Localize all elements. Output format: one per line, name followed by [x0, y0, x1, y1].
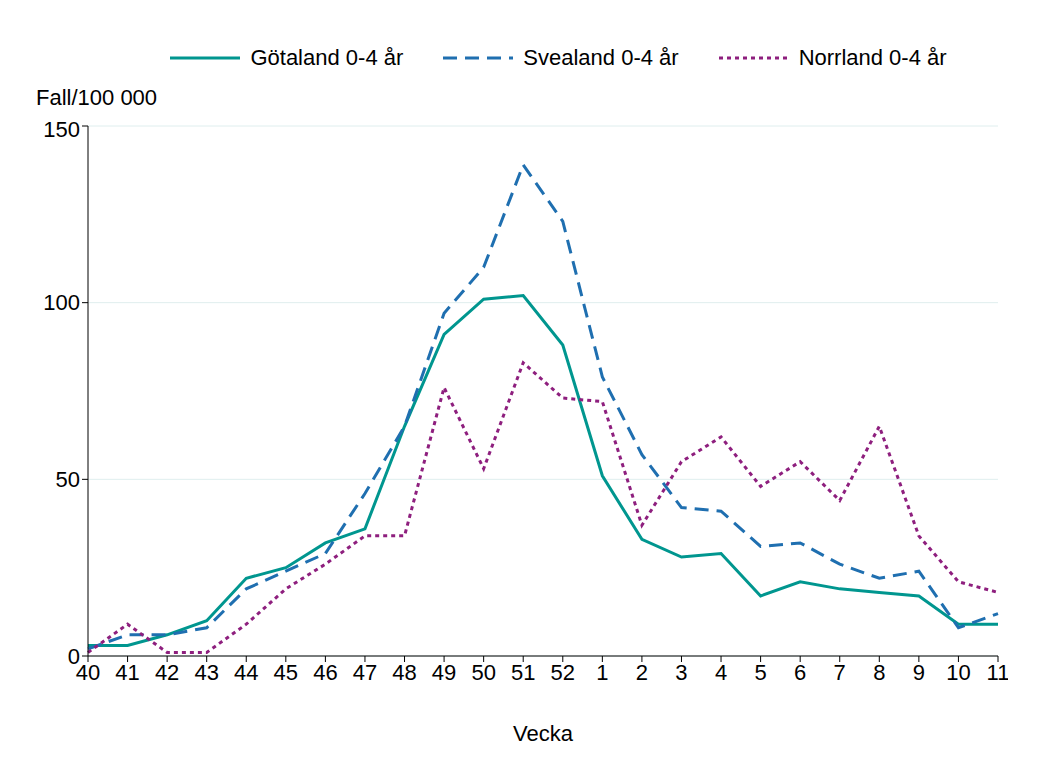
- svg-text:150: 150: [43, 117, 80, 142]
- svg-text:51: 51: [511, 660, 535, 685]
- html-text:Fall/100 000: Fall/100 000: [36, 85, 158, 110]
- svg-text:1: 1: [596, 660, 608, 685]
- svg-text:46: 46: [313, 660, 337, 685]
- svg-text:Vecka: Vecka: [513, 721, 574, 746]
- svg-text:43: 43: [194, 660, 218, 685]
- svg-text:3: 3: [675, 660, 687, 685]
- html-text:Götaland 0-4 år: Götaland 0-4 år: [250, 45, 404, 70]
- svg-text:50: 50: [56, 467, 80, 492]
- svg-text:2: 2: [636, 660, 648, 685]
- svg-text:42: 42: [155, 660, 179, 685]
- svg-text:4: 4: [715, 660, 727, 685]
- svg-text:45: 45: [274, 660, 298, 685]
- svg-text:40: 40: [75, 659, 101, 685]
- svg-text:10: 10: [946, 660, 970, 685]
- svg-text:8: 8: [873, 660, 885, 685]
- svg-text:0: 0: [68, 644, 80, 669]
- svg-text:41: 41: [115, 660, 139, 685]
- html-text:Svealand 0-4 år: Svealand 0-4 år: [523, 45, 679, 70]
- svg-text:48: 48: [392, 660, 416, 685]
- svg-text:7: 7: [834, 660, 846, 685]
- svg-text:49: 49: [432, 660, 456, 685]
- svg-text:5: 5: [754, 660, 766, 685]
- svg-text:50: 50: [471, 660, 495, 685]
- svg-text:44: 44: [234, 660, 258, 685]
- svg-text:11: 11: [987, 660, 1008, 685]
- html-text:Norrland 0-4 år: Norrland 0-4 år: [798, 45, 947, 70]
- svg-text:9: 9: [913, 660, 925, 685]
- svg-text:6: 6: [794, 660, 806, 685]
- svg-text:52: 52: [551, 660, 575, 685]
- svg-text:47: 47: [353, 660, 377, 685]
- svg-text:100: 100: [43, 290, 80, 315]
